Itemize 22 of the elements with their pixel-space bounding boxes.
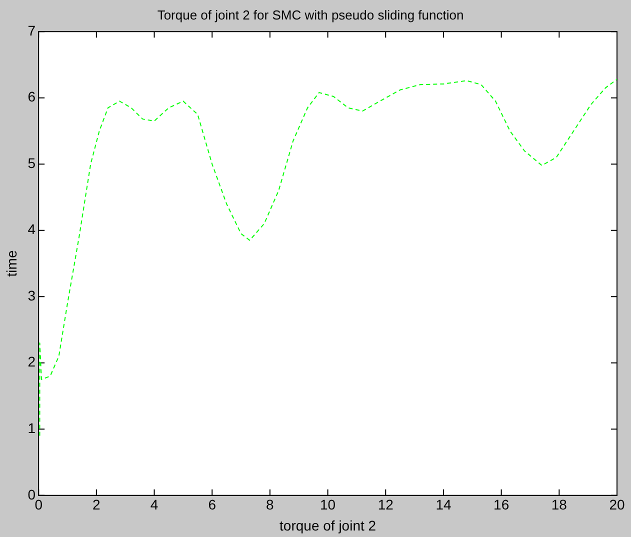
y-tick-label: 7 (28, 22, 36, 38)
y-tick-label: 1 (28, 420, 36, 436)
x-tick-label: 8 (266, 496, 274, 513)
x-tick-label: 14 (436, 496, 452, 513)
line-series (39, 78, 617, 436)
x-tick-label: 2 (92, 496, 101, 513)
y-tick-label: 0 (28, 486, 36, 502)
x-tick-label: 20 (609, 496, 625, 513)
x-tick-label: 18 (551, 496, 568, 513)
y-tick-label: 2 (28, 354, 36, 370)
x-tick-label: 16 (494, 496, 510, 513)
y-tick-label: 5 (28, 154, 36, 171)
y-tick-label: 3 (28, 287, 36, 304)
y-tick-label: 6 (28, 88, 36, 105)
y-tick-label: 4 (28, 221, 36, 238)
x-tick-label: 4 (150, 496, 158, 513)
y-axis-title: time (3, 250, 20, 277)
x-tick-label: 6 (208, 496, 216, 513)
x-axis-title: torque of joint 2 (280, 517, 376, 534)
x-tick-label: 10 (320, 496, 336, 513)
chart-title: Torque of joint 2 for SMC with pseudo sliding function (157, 7, 464, 22)
x-tick-label: 12 (378, 496, 394, 513)
